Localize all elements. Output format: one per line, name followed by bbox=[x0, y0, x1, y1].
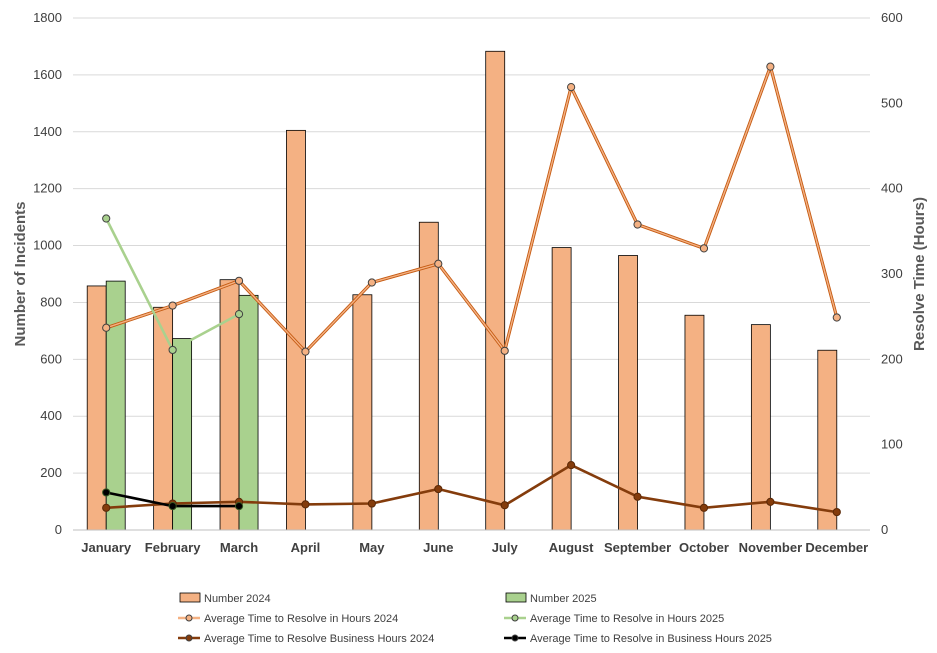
bar bbox=[286, 129, 306, 531]
legend-swatch bbox=[505, 592, 527, 603]
data-point bbox=[234, 310, 244, 319]
bar bbox=[238, 294, 259, 531]
category-labels: January February March April May June July Augu… bbox=[81, 540, 868, 555]
data-point bbox=[832, 313, 841, 322]
data-point bbox=[567, 461, 576, 470]
data-point bbox=[234, 276, 244, 285]
data-point bbox=[567, 83, 576, 92]
left-axis-ticks: 0 200 400 600 800 1000 1200 1400 1600 1800 bbox=[33, 10, 62, 537]
bar bbox=[817, 349, 838, 531]
data-point bbox=[500, 501, 509, 510]
data-point bbox=[633, 220, 642, 229]
data-point bbox=[168, 345, 177, 355]
data-point bbox=[699, 244, 709, 253]
legend-swatch bbox=[179, 592, 201, 603]
category-label: January bbox=[81, 540, 132, 555]
data-point bbox=[102, 488, 111, 497]
data-point bbox=[832, 507, 841, 517]
right-tick-label: 100 bbox=[881, 437, 903, 452]
category-label: September bbox=[604, 540, 671, 555]
category-label: April bbox=[291, 540, 321, 555]
right-tick-label: 200 bbox=[881, 351, 903, 366]
left-tick-label: 200 bbox=[40, 465, 62, 480]
bar-series bbox=[86, 50, 838, 531]
data-point bbox=[301, 347, 310, 356]
right-tick-label: 300 bbox=[881, 266, 903, 281]
legend: Number 2024 Number 2025 Average Time to Re… bbox=[178, 592, 772, 645]
bar bbox=[352, 294, 373, 531]
data-point bbox=[301, 500, 310, 509]
bar bbox=[219, 279, 240, 531]
legend-marker bbox=[511, 634, 519, 642]
left-tick-label: 0 bbox=[55, 522, 62, 537]
bar bbox=[684, 314, 705, 531]
legend-marker bbox=[185, 614, 193, 622]
legend-label: Average Time to Resolve in Business Hour… bbox=[530, 633, 772, 645]
data-point bbox=[766, 62, 775, 71]
legend-label: Average Time to Resolve Business Hours 2… bbox=[204, 633, 434, 645]
left-tick-label: 1600 bbox=[33, 67, 62, 82]
right-tick-label: 600 bbox=[881, 10, 903, 25]
category-label: February bbox=[145, 540, 201, 555]
legend-label: Number 2025 bbox=[530, 593, 597, 605]
series-line-outline bbox=[105, 65, 839, 354]
category-label: May bbox=[359, 540, 385, 555]
left-axis-title: Number of Incidents bbox=[12, 201, 29, 346]
data-point bbox=[434, 484, 443, 494]
category-label: March bbox=[220, 540, 258, 555]
data-point bbox=[367, 499, 376, 508]
bar bbox=[551, 247, 572, 531]
data-point bbox=[766, 497, 775, 506]
data-point bbox=[102, 323, 111, 332]
right-tick-label: 400 bbox=[881, 181, 903, 196]
data-point bbox=[500, 346, 509, 355]
gridlines bbox=[73, 17, 870, 474]
left-tick-label: 600 bbox=[40, 351, 62, 366]
left-tick-label: 1200 bbox=[33, 181, 62, 196]
right-tick-label: 0 bbox=[881, 522, 888, 537]
category-label: October bbox=[679, 540, 729, 555]
right-axis-ticks: 0 100 200 300 400 500 600 bbox=[881, 10, 903, 537]
legend-label: Average Time to Resolve in Hours 2025 bbox=[530, 613, 724, 625]
left-tick-label: 1000 bbox=[33, 238, 62, 253]
data-point bbox=[168, 502, 177, 511]
series-line bbox=[105, 65, 838, 353]
left-tick-label: 400 bbox=[40, 408, 62, 423]
data-point bbox=[102, 214, 111, 223]
category-label: June bbox=[423, 540, 453, 555]
data-point bbox=[367, 278, 376, 287]
category-label: December bbox=[805, 540, 868, 555]
data-point bbox=[234, 502, 244, 511]
left-tick-label: 1800 bbox=[33, 10, 62, 25]
bar bbox=[485, 50, 506, 531]
category-label: July bbox=[492, 540, 519, 555]
data-point bbox=[434, 259, 443, 268]
bar bbox=[153, 306, 174, 531]
data-point bbox=[102, 503, 111, 512]
right-axis-title: Resolve Time (Hours) bbox=[911, 197, 928, 351]
line-series bbox=[102, 62, 841, 517]
series-line bbox=[106, 463, 837, 514]
data-point bbox=[633, 492, 642, 501]
legend-label: Number 2024 bbox=[204, 593, 271, 605]
right-tick-label: 500 bbox=[881, 95, 903, 110]
category-label: August bbox=[549, 540, 594, 555]
legend-marker bbox=[511, 614, 519, 622]
legend-marker bbox=[185, 634, 193, 642]
data-point bbox=[699, 503, 709, 512]
data-point bbox=[168, 301, 177, 310]
left-tick-label: 1400 bbox=[33, 124, 62, 139]
category-label: November bbox=[739, 540, 803, 555]
legend-label: Average Time to Resolve in Hours 2024 bbox=[204, 613, 398, 625]
left-tick-label: 800 bbox=[40, 294, 62, 309]
